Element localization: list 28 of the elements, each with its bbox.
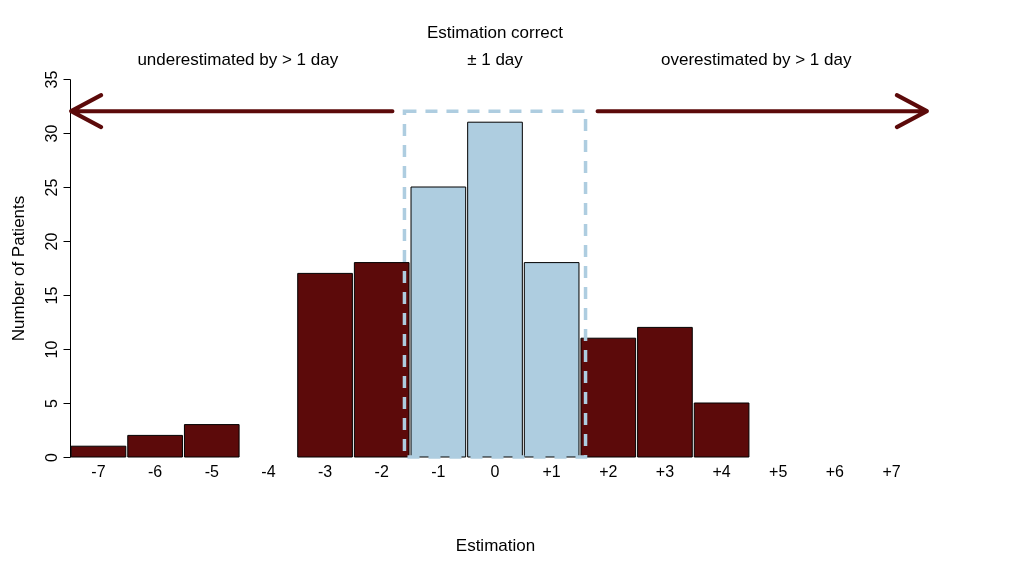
- x-tick-label: +5: [769, 462, 788, 480]
- x-tick-label: -2: [374, 462, 389, 480]
- x-tick-label: -3: [317, 462, 333, 480]
- x-tick-label: -7: [91, 462, 106, 480]
- y-tick-label: 5: [42, 398, 60, 408]
- x-tick-label: -5: [204, 462, 219, 480]
- x-tick-label: -4: [261, 462, 276, 480]
- x-tick-label: -6: [148, 462, 163, 480]
- y-tick-label: 30: [42, 124, 60, 143]
- x-tick-label: +1: [542, 462, 561, 480]
- x-tick-label: +7: [882, 462, 901, 480]
- x-tick-label: -1: [431, 462, 446, 480]
- y-tick-label: 0: [42, 452, 60, 462]
- y-tick-label: 20: [42, 232, 60, 251]
- x-tick-label: +6: [825, 462, 845, 480]
- y-tick-label: 35: [42, 70, 60, 89]
- text: underestimated by > 1 day: [137, 50, 339, 69]
- x-tick-label: +4: [712, 462, 731, 480]
- x-tick-label: 0: [490, 462, 500, 480]
- x-tick-label: +3: [655, 462, 675, 480]
- y-tick-label: 25: [42, 178, 60, 197]
- text: overestimated by > 1 day: [660, 50, 852, 69]
- y-tick-label: 15: [42, 286, 60, 305]
- x-axis-title: Estimation: [455, 535, 536, 555]
- x-tick-label: +2: [599, 462, 618, 480]
- y-axis-title: Number of Patients: [8, 195, 28, 342]
- text: Estimation correct ± 1 day: [426, 23, 564, 69]
- y-tick-label: 10: [42, 340, 60, 359]
